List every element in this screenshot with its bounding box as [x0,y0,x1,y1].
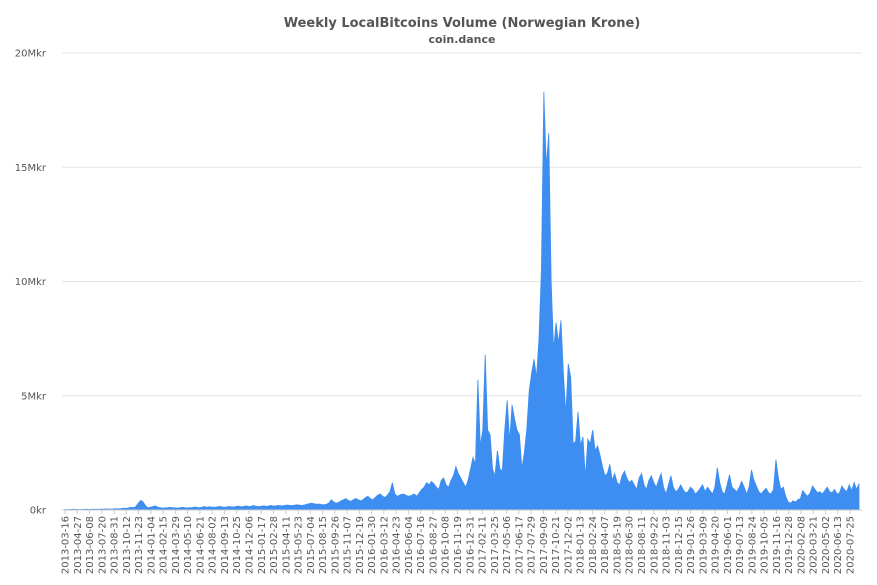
x-tick-label: 2019-12-28 [784,516,795,574]
x-tick-label: 2015-11-07 [343,516,354,574]
x-tick-label: 2017-02-11 [478,516,489,574]
x-tick-label: 2014-12-06 [244,516,255,574]
x-tick-label: 2014-08-02 [208,516,219,574]
y-tick-label: 15Mkr [15,163,47,174]
x-tick-label: 2020-03-21 [809,516,820,574]
x-tick-label: 2015-04-11 [281,516,292,574]
x-tick-label: 2016-07-16 [416,516,427,574]
x-tick-label: 2015-05-23 [294,516,305,574]
x-tick-label: 2019-04-20 [711,516,722,574]
x-tick-label: 2016-11-19 [453,516,464,574]
x-tick-label: 2019-01-26 [686,516,697,574]
x-tick-label: 2016-12-31 [465,516,476,574]
chart-subtitle: coin.dance [429,33,496,46]
x-tick-label: 2016-04-23 [392,516,403,574]
y-tick-label: 20Mkr [15,49,47,60]
x-tick-label: 2016-01-30 [367,516,378,574]
x-tick-label: 2018-12-15 [674,516,685,574]
x-tick-label: 2017-12-02 [563,516,574,574]
x-tick-label: 2020-06-13 [833,516,844,574]
x-tick-label: 2019-03-09 [698,516,709,574]
y-tick-label: 10Mkr [15,277,47,288]
x-tick-label: 2017-09-09 [539,516,550,574]
x-tick-label: 2016-10-08 [441,516,452,574]
x-tick-label: 2018-01-13 [576,516,587,574]
plot-area [64,91,860,511]
x-tick-label: 2013-10-12 [122,516,133,574]
x-tick-label: 2018-04-07 [600,516,611,574]
x-tick-label: 2018-05-19 [612,516,623,574]
x-tick-label: 2016-03-12 [379,516,390,574]
x-tick-label: 2018-09-22 [649,516,660,574]
y-axis: 0kr 5Mkr 10Mkr 15Mkr 20Mkr [15,49,47,517]
x-tick-label: 2013-04-27 [73,516,84,574]
x-tick-label: 2015-01-17 [257,516,268,574]
x-tick-label: 2016-06-04 [404,516,415,574]
x-tick-label: 2015-09-26 [330,516,341,574]
volume-area [64,91,860,511]
x-tick-label: 2019-06-01 [723,516,734,574]
x-axis: 2013-03-16 2013-04-27 2013-06-08 2013-07-20… [61,510,857,574]
x-tick-label: 2018-02-24 [588,516,599,574]
x-tick-label: 2020-05-02 [821,516,832,574]
x-tick-label: 2018-11-03 [662,516,673,574]
x-tick-label: 2015-08-15 [318,516,329,574]
x-tick-label: 2018-06-30 [625,516,636,574]
x-tick-label: 2014-01-04 [146,516,157,574]
x-tick-label: 2017-05-06 [502,516,513,574]
x-tick-label: 2015-07-04 [306,516,317,574]
x-tick-label: 2017-07-29 [527,516,538,574]
x-tick-label: 2014-10-25 [232,516,243,574]
x-tick-label: 2017-06-17 [514,516,525,574]
x-tick-label: 2013-06-08 [85,516,96,574]
y-tick-label: 5Mkr [21,391,47,402]
x-tick-label: 2013-03-16 [61,516,72,574]
x-tick-label: 2019-10-05 [760,516,771,574]
x-tick-label: 2020-07-25 [846,516,857,574]
x-tick-label: 2013-11-23 [134,516,145,574]
x-tick-label: 2019-08-24 [747,516,758,574]
x-tick-label: 2017-10-21 [551,516,562,574]
x-tick-label: 2014-03-29 [171,516,182,574]
x-tick-label: 2019-07-13 [735,516,746,574]
x-tick-label: 2015-12-19 [355,516,366,574]
x-tick-label: 2013-08-31 [110,516,121,574]
x-tick-label: 2013-07-20 [97,516,108,574]
x-tick-label: 2016-08-27 [428,516,439,574]
grid [62,52,862,397]
x-tick-label: 2018-08-11 [637,516,648,574]
x-tick-label: 2014-02-15 [159,516,170,574]
x-tick-label: 2015-02-28 [269,516,280,574]
x-tick-label: 2020-02-08 [796,516,807,574]
chart-title: Weekly LocalBitcoins Volume (Norwegian K… [284,16,641,31]
x-tick-label: 2014-09-13 [220,516,231,574]
x-tick-label: 2019-11-16 [772,516,783,574]
x-tick-label: 2017-03-25 [490,516,501,574]
y-tick-label: 0kr [30,506,47,517]
x-tick-label: 2014-06-21 [195,516,206,574]
x-tick-label: 2014-05-10 [183,516,194,574]
